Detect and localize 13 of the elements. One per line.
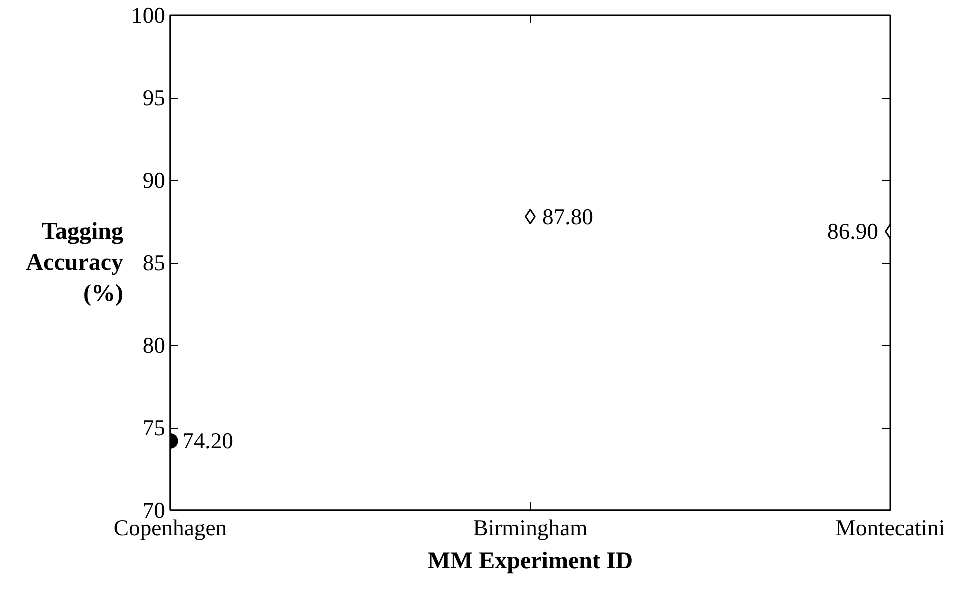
y-tick-label: 75 xyxy=(142,416,166,440)
x-axis-title: MM Experiment ID xyxy=(428,548,634,574)
x-tick-label: Birmingham xyxy=(473,516,588,540)
y-tick-label: 85 xyxy=(142,250,166,276)
y-tick-label: 90 xyxy=(142,168,166,193)
y-tick-label: 95 xyxy=(142,86,166,110)
data-label: 74.20 xyxy=(182,428,234,454)
y-axis-title: Tagging Accuracy (%) xyxy=(26,218,124,308)
y-tick-label: 100 xyxy=(132,3,166,28)
data-label: 86.90 xyxy=(828,219,879,244)
data-label: 87.80 xyxy=(542,204,594,230)
y-tick-label: 80 xyxy=(142,333,166,358)
x-tick-label: Montecatini xyxy=(836,516,946,540)
